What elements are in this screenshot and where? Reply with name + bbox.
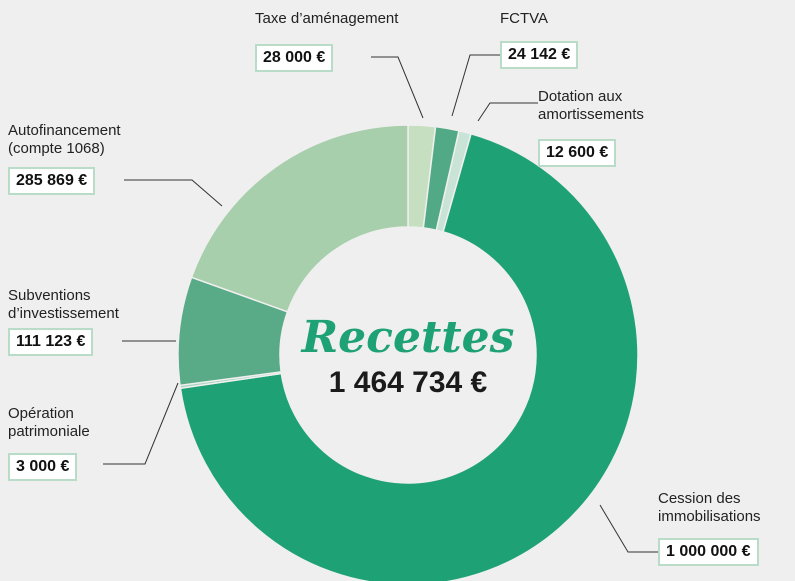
slice-label: Dotation aux amortissements	[538, 88, 644, 123]
value-label: 12 600 €	[538, 139, 617, 167]
value-label: 28 000 €	[255, 44, 334, 72]
chart-title: Recettes	[301, 312, 515, 363]
slice-label: Cession des immobilisations	[658, 490, 761, 525]
total-label: 1 464 734 €	[328, 366, 488, 399]
leader-line	[451, 54, 500, 117]
value-label: 1 000 000 €	[658, 538, 759, 566]
leader-line	[124, 179, 223, 207]
slice-label: Opération patrimoniale	[8, 405, 90, 440]
donut-slice	[190, 124, 409, 313]
value-label: 111 123 €	[8, 328, 94, 356]
leader-line	[599, 504, 658, 553]
slice-label: Subventions d’investissement	[8, 287, 119, 322]
slice-label: Taxe d’aménagement	[255, 10, 399, 27]
value-label: 24 142 €	[500, 41, 579, 69]
leader-line	[477, 102, 538, 122]
leader-line	[371, 56, 424, 119]
leader-line	[103, 382, 179, 465]
slice-label: FCTVA	[500, 10, 549, 27]
donut-slice	[179, 132, 639, 581]
value-label: 3 000 €	[8, 453, 78, 481]
value-label: 285 869 €	[8, 167, 96, 195]
slice-label: Autofinancement (compte 1068)	[8, 122, 121, 157]
